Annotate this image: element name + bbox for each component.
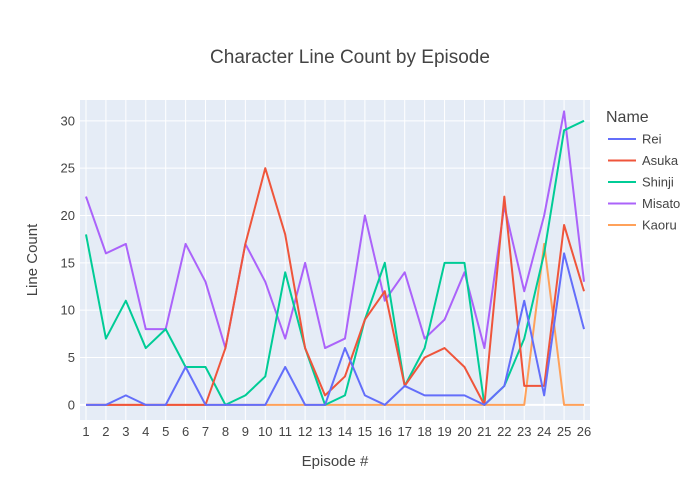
legend-label: Asuka	[642, 153, 679, 168]
x-tick-label: 23	[517, 424, 531, 439]
x-tick-label: 14	[338, 424, 352, 439]
y-tick-label: 20	[61, 208, 75, 223]
legend: Name Rei Asuka Shinji Misato Kaoru	[606, 109, 680, 233]
y-axis-title: Line Count	[24, 223, 41, 296]
x-tick-label: 4	[142, 424, 149, 439]
y-axis-ticks: 0 5 10 15 20 25 30	[61, 113, 75, 412]
legend-item-shinji[interactable]: Shinji	[608, 175, 674, 190]
legend-item-misato[interactable]: Misato	[608, 196, 680, 211]
x-tick-label: 10	[258, 424, 272, 439]
legend-title: Name	[606, 109, 649, 126]
legend-item-kaoru[interactable]: Kaoru	[608, 218, 677, 233]
y-tick-label: 5	[68, 350, 75, 365]
plot-area	[80, 100, 590, 420]
x-tick-label: 18	[417, 424, 431, 439]
x-tick-label: 2	[102, 424, 109, 439]
y-tick-label: 15	[61, 255, 75, 270]
x-tick-label: 19	[437, 424, 451, 439]
x-tick-label: 22	[497, 424, 511, 439]
x-tick-label: 3	[122, 424, 129, 439]
x-tick-label: 1	[82, 424, 89, 439]
x-tick-label: 24	[537, 424, 551, 439]
legend-label: Misato	[642, 196, 680, 211]
y-tick-label: 10	[61, 303, 75, 318]
x-tick-label: 16	[378, 424, 392, 439]
legend-label: Kaoru	[642, 218, 677, 233]
x-axis-ticks: 1 2 3 4 5 6 7 8 9 10 11 12 13 14 15 16 17 18 19 20 21 22 23 24 2…	[82, 424, 591, 439]
x-tick-label: 26	[577, 424, 591, 439]
x-tick-label: 7	[202, 424, 209, 439]
y-tick-label: 30	[61, 113, 75, 128]
x-tick-label: 21	[477, 424, 491, 439]
x-tick-label: 20	[457, 424, 471, 439]
x-tick-label: 5	[162, 424, 169, 439]
x-axis-title: Episode #	[302, 453, 369, 470]
x-tick-label: 6	[182, 424, 189, 439]
legend-item-asuka[interactable]: Asuka	[608, 153, 679, 168]
y-tick-label: 25	[61, 161, 75, 176]
x-tick-label: 25	[557, 424, 571, 439]
legend-label: Rei	[642, 132, 662, 147]
series-line-rei	[86, 252, 585, 406]
x-tick-label: 15	[358, 424, 372, 439]
chart-title: Character Line Count by Episode	[210, 47, 490, 68]
legend-label: Shinji	[642, 175, 674, 190]
x-tick-label: 9	[242, 424, 249, 439]
legend-item-rei[interactable]: Rei	[608, 132, 662, 147]
series-line-asuka	[86, 167, 585, 406]
x-tick-label: 11	[278, 424, 292, 439]
x-tick-label: 17	[397, 424, 411, 439]
x-tick-label: 12	[298, 424, 312, 439]
x-tick-label: 8	[222, 424, 229, 439]
series-lines	[85, 110, 585, 406]
x-tick-label: 13	[318, 424, 332, 439]
y-tick-label: 0	[68, 397, 75, 412]
